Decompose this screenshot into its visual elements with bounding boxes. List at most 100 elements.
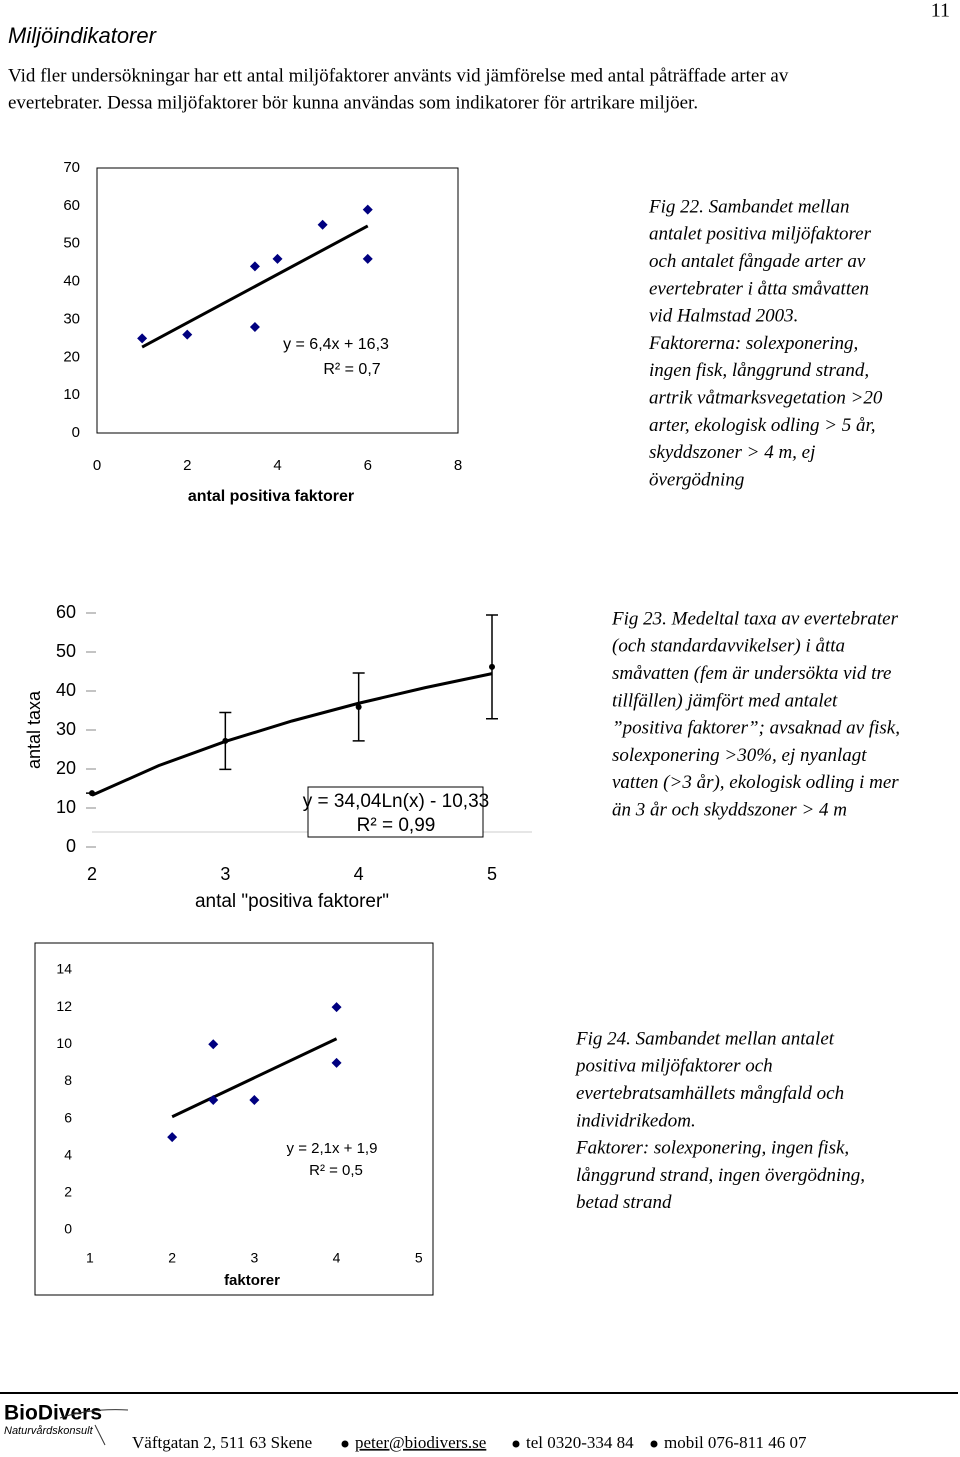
caption-line: vid Halmstad 2003. — [649, 306, 798, 327]
bullet — [341, 1440, 349, 1448]
caption-line: evertebrater i åtta småvatten — [649, 278, 869, 299]
caption-line: än 3 år och skyddszoner > 4 m — [612, 799, 847, 820]
intro-line: Vid fler undersökningar har ett antal mi… — [8, 65, 789, 86]
bullet — [512, 1440, 520, 1448]
x-tick-label: 5 — [487, 864, 497, 884]
y-tick-label: 10 — [63, 386, 80, 403]
caption-line: småvatten (fem är undersökta vid tre — [612, 663, 892, 684]
y-tick-label: 0 — [66, 836, 76, 856]
footer-email[interactable]: peter@biodivers.se — [355, 1433, 486, 1452]
y-tick-label: 0 — [72, 424, 80, 441]
trendline — [91, 672, 493, 797]
x-tick-label: 3 — [250, 1250, 258, 1266]
footer-address: Väftgatan 2, 511 63 Skene — [132, 1433, 312, 1452]
data-point — [249, 261, 260, 272]
caption-line: betad strand — [576, 1192, 672, 1213]
data-point — [89, 790, 95, 797]
x-tick-label: 4 — [273, 457, 281, 474]
data-point — [208, 1095, 219, 1105]
y-tick-label: 2 — [64, 1184, 72, 1200]
logo: BioDivers — [4, 1402, 102, 1425]
caption-line: tillfällen) jämfört med antalet — [612, 690, 838, 711]
caption-line: artrik våtmarksvegetation >20 — [649, 387, 883, 408]
data-point — [249, 1095, 260, 1105]
y-tick-label: 50 — [56, 641, 76, 661]
trendline — [141, 224, 369, 349]
caption-line: Fig 24. Sambandet mellan antalet — [575, 1028, 835, 1049]
caption-line: Faktorer: solexponering, ingen fisk, — [575, 1138, 849, 1159]
annotation: R² = 0,5 — [309, 1162, 363, 1179]
x-tick-label: 6 — [364, 457, 372, 474]
caption-line: långgrund strand, ingen övergödning, — [576, 1165, 865, 1186]
data-point — [362, 253, 373, 264]
y-tick-label: 60 — [56, 602, 76, 622]
x-axis-label: faktorer — [224, 1272, 280, 1289]
x-tick-label: 8 — [454, 457, 462, 474]
y-tick-label: 6 — [64, 1109, 72, 1125]
logo-icon — [59, 1409, 129, 1446]
data-point — [272, 253, 283, 264]
plot-frame — [96, 167, 459, 434]
data-point — [167, 1132, 178, 1143]
data-point — [331, 1002, 342, 1013]
y-tick-label: 70 — [63, 159, 80, 176]
caption-line: individrikedom. — [576, 1110, 696, 1131]
x-tick-label: 4 — [354, 864, 364, 884]
logo-sub: Naturvårdskonsult — [4, 1425, 94, 1437]
y-tick-label: 10 — [56, 797, 76, 817]
y-tick-label: 20 — [56, 758, 76, 778]
data-point — [355, 703, 362, 710]
annotation: y = 34,04Ln(x) - 10,33 — [303, 791, 489, 812]
y-tick-label: 14 — [56, 961, 72, 977]
x-tick-label: 0 — [93, 457, 101, 474]
data-point — [489, 663, 495, 670]
x-tick-label: 1 — [86, 1250, 94, 1266]
intro-line: evertebrater. Dessa miljöfaktorer bör ku… — [8, 92, 698, 113]
caption-line: solexponering >30%, ej nyanlagt — [612, 745, 867, 766]
bullet — [650, 1440, 658, 1448]
x-tick-label: 4 — [333, 1250, 341, 1266]
y-tick-label: 40 — [63, 273, 80, 290]
data-point — [331, 1057, 342, 1068]
header-title: Miljöindikatorer — [8, 23, 158, 48]
data-point — [222, 737, 229, 744]
trendline — [171, 1037, 338, 1119]
x-axis-label: antal positiva faktorer — [188, 488, 354, 505]
y-tick-label: 20 — [63, 348, 80, 365]
caption-line: (och standardavvikelser) i åtta — [612, 636, 845, 657]
y-axis-label: antal taxa — [24, 690, 44, 769]
data-point — [137, 333, 148, 344]
y-tick-label: 12 — [56, 998, 72, 1014]
caption-line: arter, ekologisk odling > 5 år, — [649, 415, 876, 436]
x-tick-label: 2 — [87, 864, 97, 884]
annotation: R² = 0,7 — [323, 361, 380, 378]
x-tick-label: 5 — [415, 1250, 423, 1266]
annotation: y = 6,4x + 16,3 — [283, 336, 389, 353]
caption-line: positiva miljöfaktorer och — [574, 1056, 773, 1077]
annotation-box — [307, 786, 484, 838]
y-tick-label: 50 — [63, 235, 80, 252]
x-axis-label: antal "positiva faktorer" — [195, 891, 389, 912]
y-tick-label: 30 — [56, 719, 76, 739]
y-tick-label: 60 — [63, 197, 80, 214]
x-tick-label: 3 — [220, 864, 230, 884]
annotation: y = 2,1x + 1,9 — [287, 1140, 378, 1157]
y-tick-label: 10 — [56, 1035, 72, 1051]
caption-line: ”positiva faktorer”; avsaknad av fisk, — [612, 718, 900, 739]
caption-line: övergödning — [649, 469, 744, 490]
y-tick-label: 0 — [64, 1221, 72, 1237]
y-tick-label: 30 — [63, 310, 80, 327]
chart-border — [34, 942, 434, 1296]
data-point — [208, 1039, 219, 1050]
caption-line: antalet positiva miljöfaktorer — [649, 224, 872, 245]
data-point — [362, 204, 373, 215]
x-tick-label: 2 — [183, 457, 191, 474]
y-tick-label: 8 — [64, 1072, 72, 1088]
caption-line: vatten (>3 år), ekologisk odling i mer — [612, 772, 899, 793]
caption-line: skyddszoner > 4 m, ej — [649, 442, 815, 463]
page-number: 11 — [931, 0, 950, 22]
annotation: R² = 0,99 — [357, 815, 436, 836]
caption-line: och antalet fångade arter av — [649, 251, 866, 272]
y-tick-label: 4 — [64, 1146, 72, 1162]
caption-line: Fig 22. Sambandet mellan — [648, 196, 850, 217]
